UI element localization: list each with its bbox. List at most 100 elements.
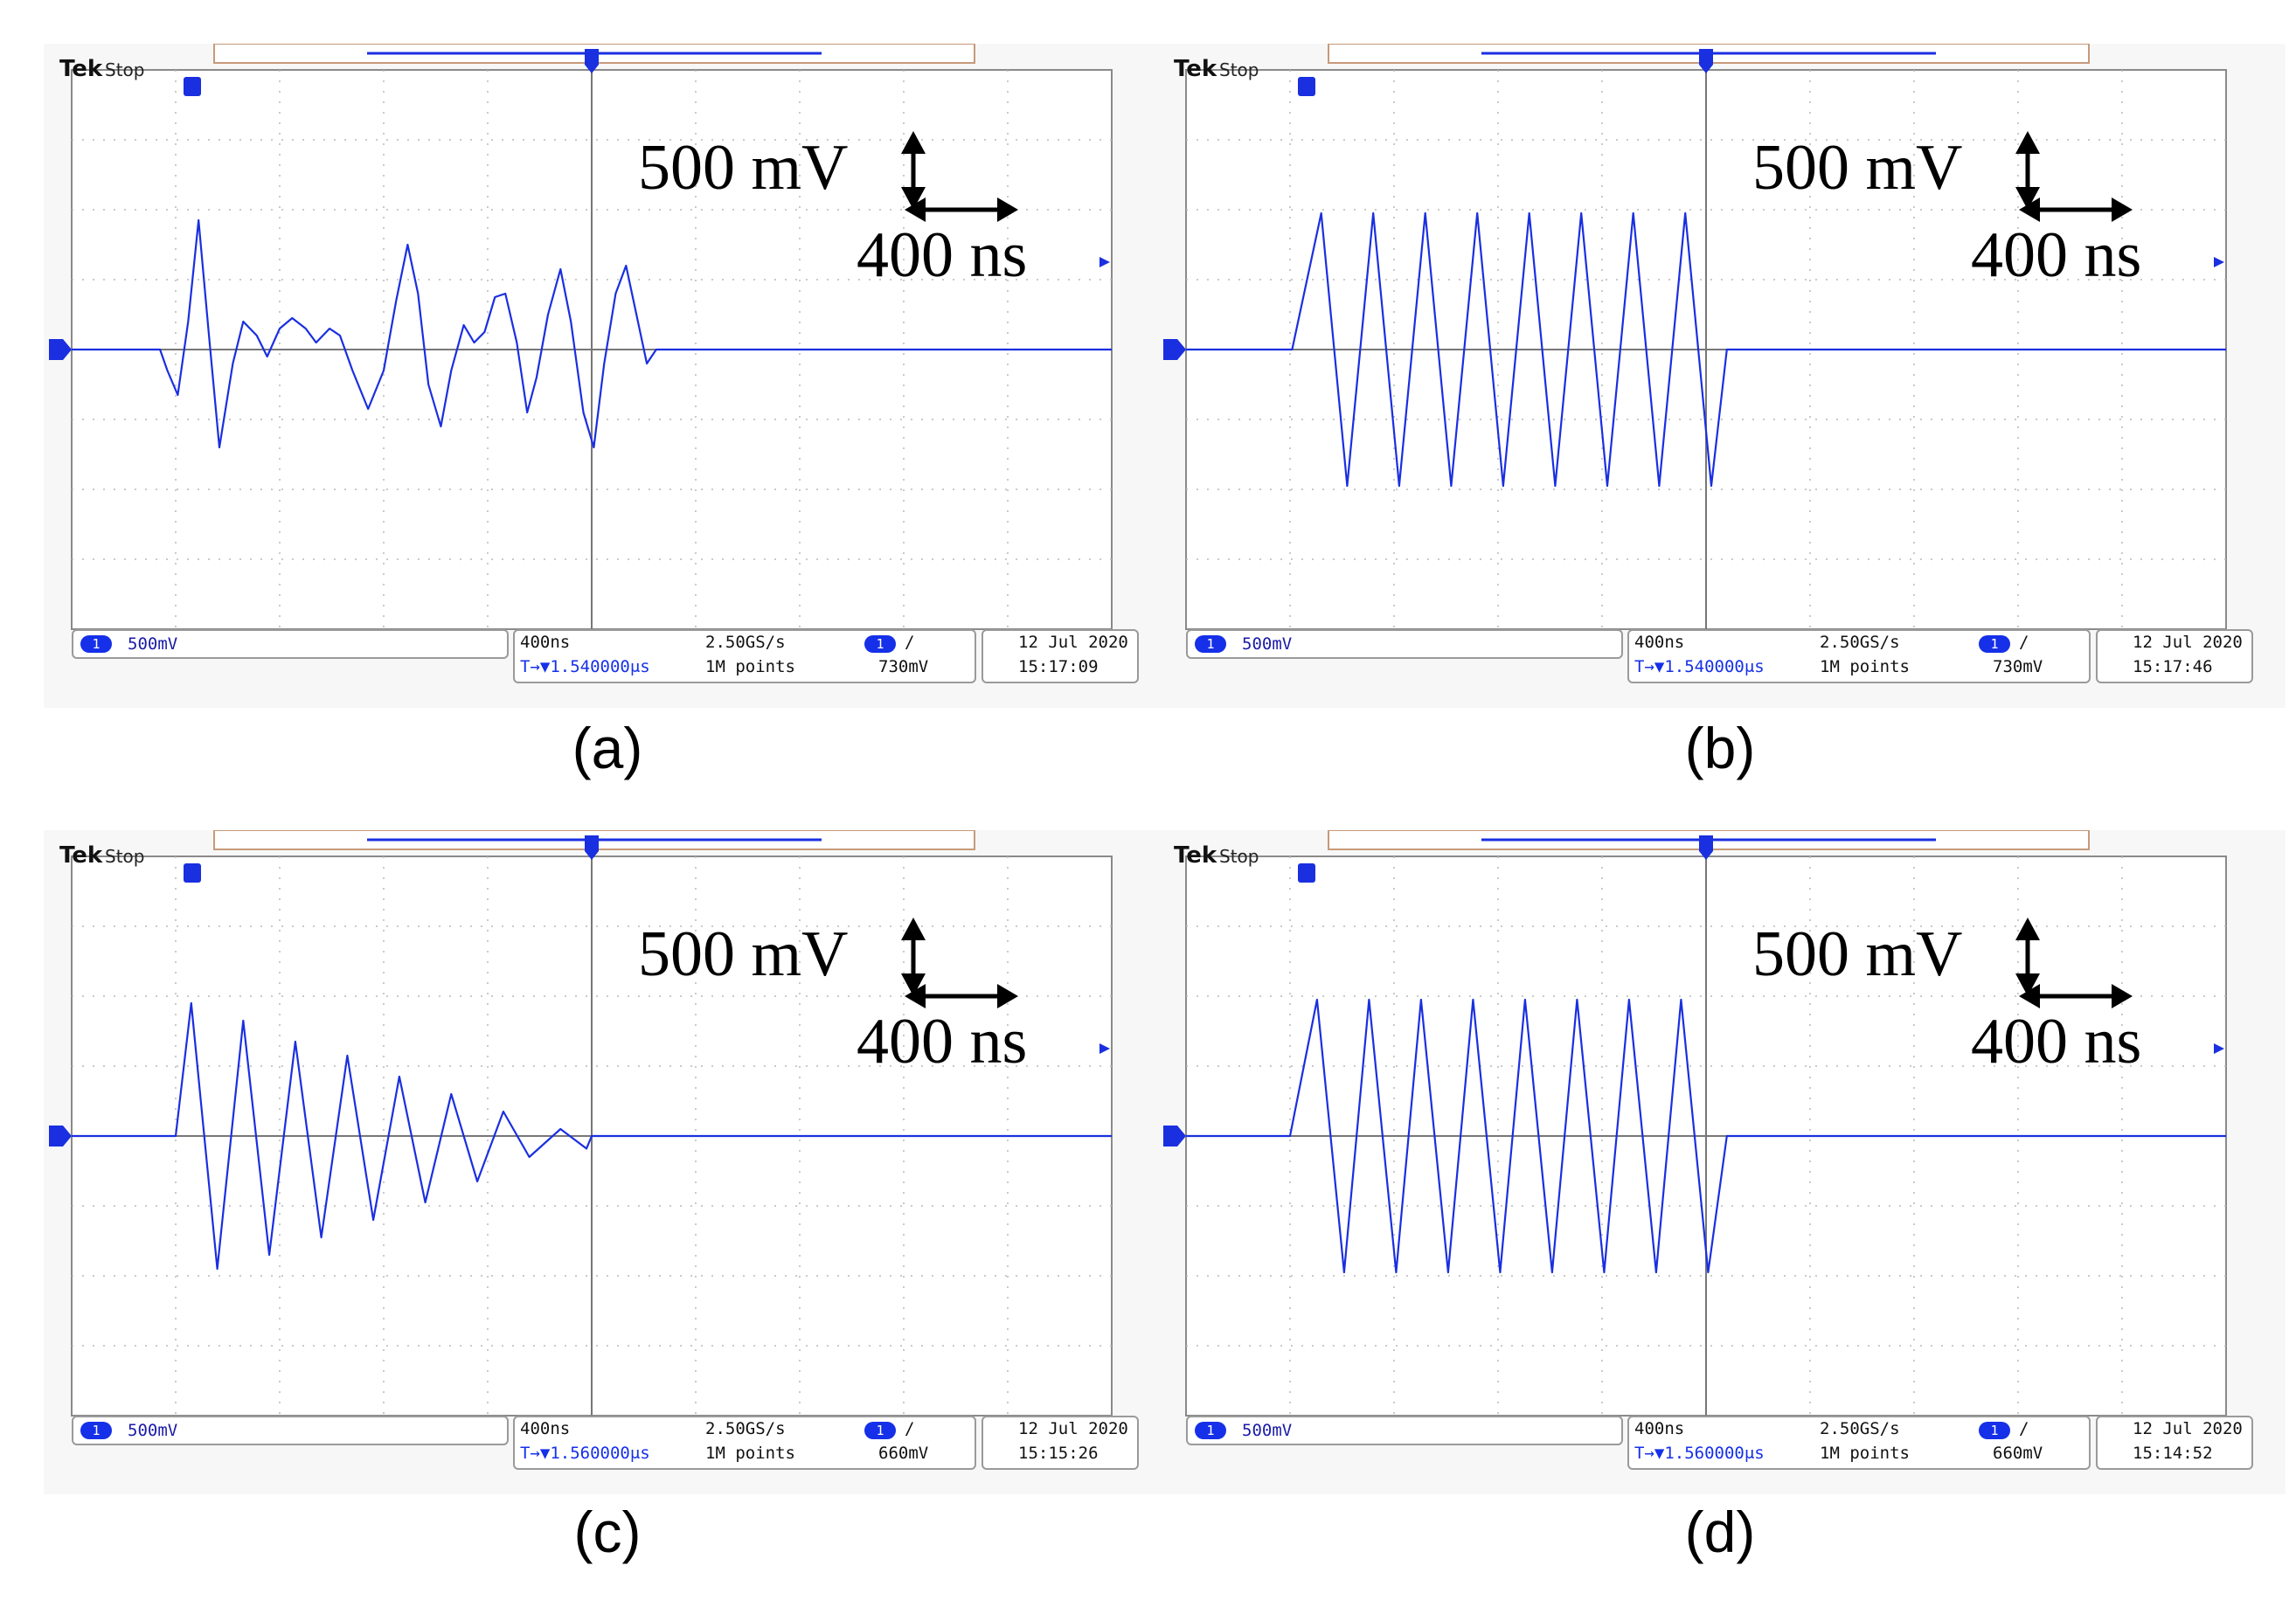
trigger-position: T→▼1.560000μs	[520, 1444, 650, 1463]
trigger-channel-badge: 1	[864, 635, 896, 653]
trigger-level-icon	[2214, 257, 2224, 267]
trigger-channel-badge: 1	[1979, 635, 2010, 653]
timebase-readout: 400ns T→▼1.560000μs 2.50GS/s 1M points 1…	[1627, 1416, 2091, 1470]
trigger-level-icon	[1099, 257, 1110, 267]
sample-rate: 2.50GS/s	[1820, 1419, 1900, 1438]
channel-1-scale: 500mV	[1242, 634, 1293, 654]
record-length: 1M points	[705, 1444, 795, 1463]
datetime-readout: 12 Jul 2020 15:17:46	[2096, 629, 2253, 683]
trigger-position-icon	[1699, 49, 1713, 73]
trigger-position-icon	[585, 835, 599, 860]
trigger-t-icon	[1298, 863, 1315, 883]
date-text: 12 Jul 2020	[1018, 633, 1128, 652]
arrow-left-head-icon	[2019, 984, 2040, 1008]
channel-1-scale: 500mV	[128, 634, 178, 654]
channel-1-badge: 1	[80, 635, 112, 653]
brand-label: Tek	[59, 842, 103, 869]
trigger-level: 660mV	[878, 1444, 929, 1463]
trigger-position: T→▼1.540000μs	[1634, 657, 1765, 676]
run-status: Stop	[1219, 59, 1259, 80]
waveform-trace	[1186, 998, 2226, 1274]
datetime-readout: 12 Jul 2020 15:15:26	[982, 1416, 1139, 1470]
timebase-readout: 400ns T→▼1.560000μs 2.50GS/s 1M points 1…	[513, 1416, 976, 1470]
caption-d: (d)	[1684, 1500, 1756, 1564]
voltage-scale-annotation: 500 mV	[638, 132, 849, 204]
arrow-right-head-icon	[997, 197, 1018, 222]
sample-rate: 2.50GS/s	[705, 633, 786, 652]
time-text: 15:15:26	[1018, 1444, 1099, 1463]
rising-edge-icon: /	[2019, 633, 2029, 652]
datetime-readout: 12 Jul 2020 15:14:52	[2096, 1416, 2253, 1470]
channel-1-ground-icon	[1163, 1126, 1186, 1146]
trigger-channel-badge: 1	[1979, 1422, 2010, 1439]
trigger-t-icon	[184, 77, 201, 96]
scope-screen	[49, 44, 1113, 630]
time-text: 15:17:46	[2133, 657, 2213, 676]
channel-1-ground-icon	[49, 339, 72, 360]
time-per-div: 400ns	[1634, 1419, 1685, 1438]
trigger-t-icon	[184, 863, 201, 883]
scope-panel-a: Tek Stop 500 mV 400 ns 1 500mV 400ns T→▼…	[44, 44, 1171, 708]
arrow-up-head-icon	[901, 131, 926, 154]
arrow-right-head-icon	[997, 984, 1018, 1008]
timebase-readout: 400ns T→▼1.540000μs 2.50GS/s 1M points 1…	[513, 629, 976, 683]
run-status: Stop	[105, 846, 145, 867]
brand-label: Tek	[1174, 56, 1217, 82]
trigger-level-icon	[2214, 1043, 2224, 1054]
time-scale-annotation: 400 ns	[857, 219, 1028, 291]
caption-c: (c)	[573, 1500, 642, 1564]
time-per-div: 400ns	[520, 633, 571, 652]
arrow-up-head-icon	[2015, 918, 2040, 940]
arrow-left-head-icon	[2019, 197, 2040, 222]
channel-1-ground-icon	[49, 1126, 72, 1146]
trigger-position-icon	[1699, 835, 1713, 860]
trigger-level: 730mV	[1993, 657, 2043, 676]
trigger-position-icon	[585, 49, 599, 73]
voltage-scale-annotation: 500 mV	[638, 918, 849, 990]
record-length: 1M points	[1820, 1444, 1910, 1463]
time-scale-annotation: 400 ns	[1971, 1006, 2142, 1077]
trigger-t-icon	[1298, 77, 1315, 96]
trigger-position: T→▼1.560000μs	[1634, 1444, 1765, 1463]
arrow-down-head-icon	[2015, 187, 2040, 210]
channel-1-readout: 1 500mV	[72, 1416, 509, 1445]
channel-1-scale: 500mV	[128, 1421, 178, 1440]
date-text: 12 Jul 2020	[2133, 1419, 2243, 1438]
channel-1-readout: 1 500mV	[72, 629, 509, 659]
rising-edge-icon: /	[905, 1419, 915, 1438]
record-length: 1M points	[705, 657, 795, 676]
time-scale-annotation: 400 ns	[857, 1006, 1028, 1077]
scope-screen	[49, 830, 1113, 1417]
arrow-left-head-icon	[905, 197, 926, 222]
waveform-trace	[72, 1001, 1112, 1271]
time-text: 15:17:09	[1018, 657, 1099, 676]
datetime-readout: 12 Jul 2020 15:17:09	[982, 629, 1139, 683]
scope-screen	[1163, 830, 2227, 1417]
channel-1-badge: 1	[1195, 635, 1226, 653]
voltage-scale-annotation: 500 mV	[1752, 132, 1963, 204]
sample-rate: 2.50GS/s	[1820, 633, 1900, 652]
brand-label: Tek	[1174, 842, 1217, 869]
arrow-up-head-icon	[901, 918, 926, 940]
run-status: Stop	[1219, 846, 1259, 867]
arrow-up-head-icon	[2015, 131, 2040, 154]
caption-a: (a)	[572, 716, 643, 780]
channel-1-readout: 1 500mV	[1186, 629, 1623, 659]
trigger-level: 730mV	[878, 657, 929, 676]
time-per-div: 400ns	[520, 1419, 571, 1438]
scope-panel-d: Tek Stop 500 mV 400 ns 1 500mV 400ns T→▼…	[1158, 830, 2286, 1494]
scope-panel-c: Tek Stop 500 mV 400 ns 1 500mV 400ns T→▼…	[44, 830, 1171, 1494]
timebase-readout: 400ns T→▼1.540000μs 2.50GS/s 1M points 1…	[1627, 629, 2091, 683]
arrow-right-head-icon	[2112, 197, 2133, 222]
channel-1-badge: 1	[1195, 1422, 1226, 1439]
trigger-level: 660mV	[1993, 1444, 2043, 1463]
time-text: 15:14:52	[2133, 1444, 2213, 1463]
run-status: Stop	[105, 59, 145, 80]
rising-edge-icon: /	[905, 633, 915, 652]
arrow-right-head-icon	[2112, 984, 2133, 1008]
trigger-position: T→▼1.540000μs	[520, 657, 650, 676]
time-per-div: 400ns	[1634, 633, 1685, 652]
arrow-down-head-icon	[901, 187, 926, 210]
scope-screen	[1163, 44, 2227, 630]
arrow-left-head-icon	[905, 984, 926, 1008]
